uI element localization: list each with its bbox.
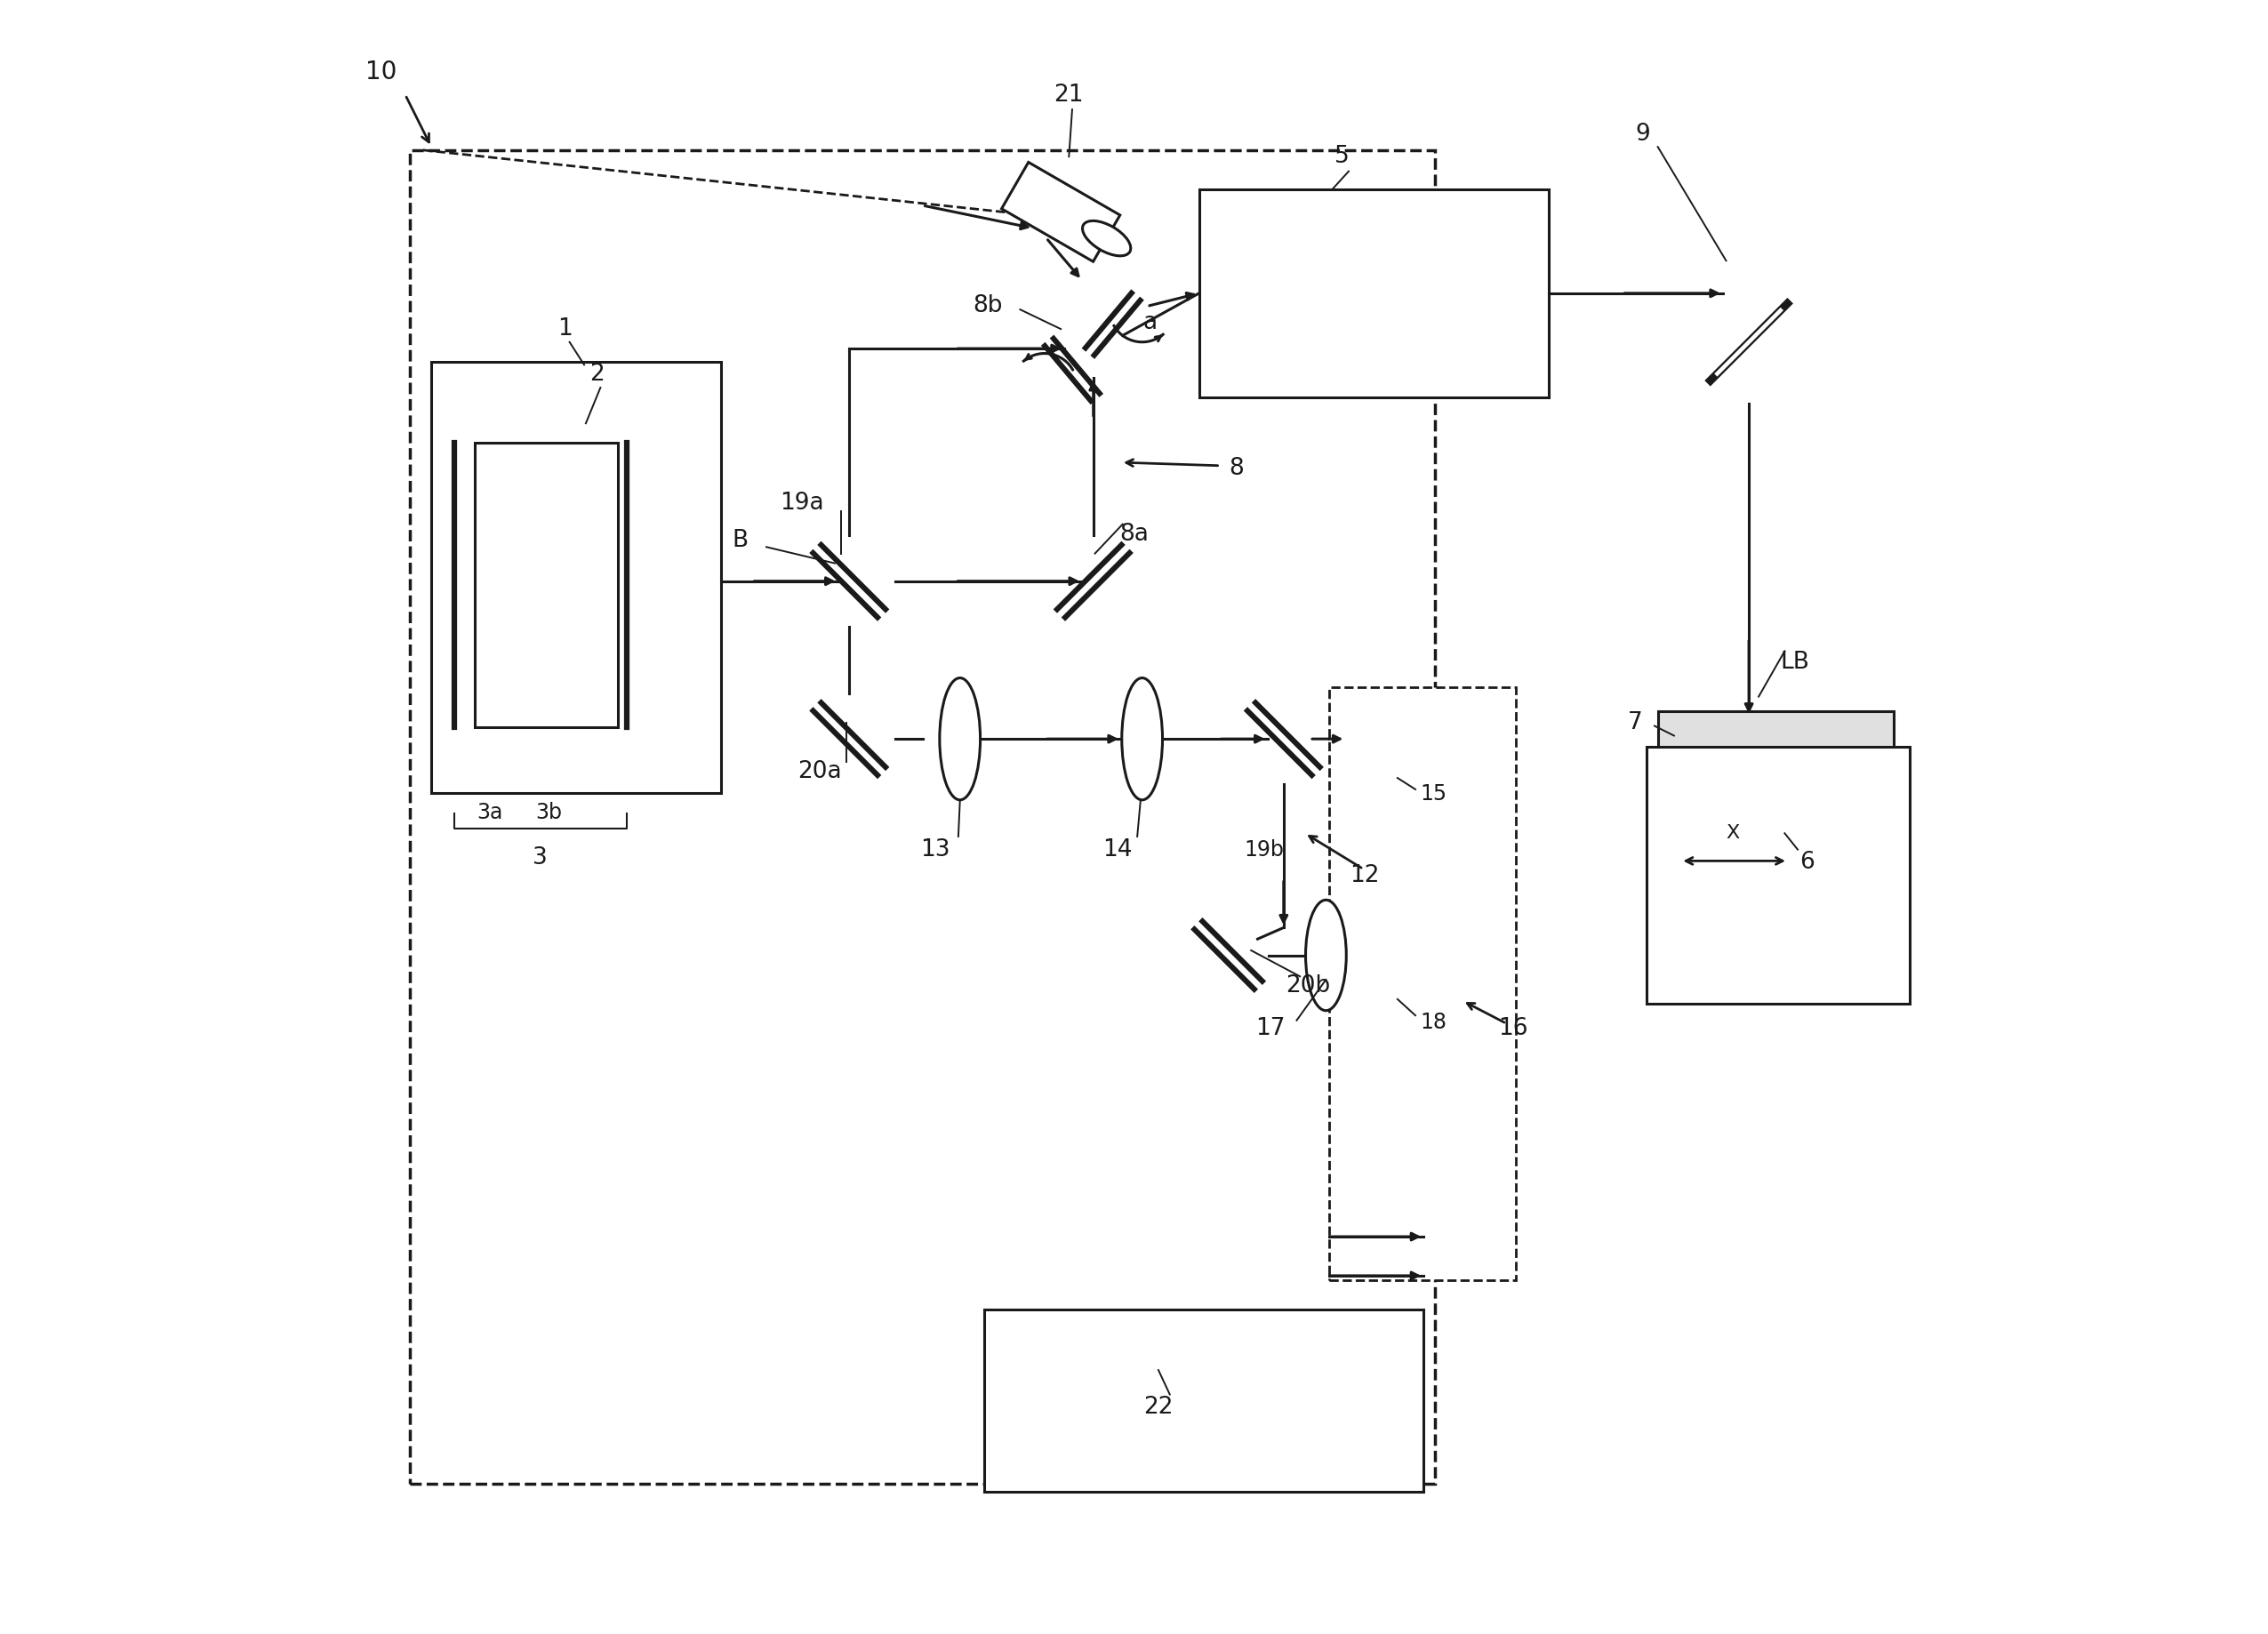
Text: 3a: 3a [476, 801, 503, 824]
Text: 19b: 19b [1245, 838, 1284, 859]
Text: 3: 3 [533, 846, 547, 869]
Text: 12: 12 [1349, 864, 1379, 887]
Bar [1345, 690, 1470, 820]
Text: 20a: 20a [798, 760, 841, 783]
Text: 15: 15 [1420, 784, 1447, 806]
Text: 9: 9 [1635, 123, 1651, 145]
Text: 3b: 3b [535, 801, 562, 824]
Text: 13: 13 [921, 838, 950, 861]
Text: LB: LB [1780, 650, 1810, 675]
Text: 2: 2 [590, 363, 606, 386]
Bar [476, 443, 619, 727]
Text: 17: 17 [1256, 1016, 1286, 1039]
Text: a: a [1143, 310, 1157, 333]
Text: 8: 8 [1229, 458, 1243, 480]
Text: 8a: 8a [1120, 523, 1148, 546]
Ellipse shape [1123, 678, 1163, 801]
Bar [1647, 747, 1910, 1003]
Text: 21: 21 [1055, 83, 1084, 106]
Ellipse shape [1082, 221, 1132, 257]
Bar [1329, 686, 1517, 1281]
Text: 18: 18 [1420, 1011, 1447, 1033]
Bar [1658, 711, 1894, 752]
Bar [984, 1310, 1424, 1492]
Text: X: X [1726, 825, 1740, 842]
Bar [431, 361, 721, 792]
Text: 14: 14 [1102, 838, 1132, 861]
Text: 16: 16 [1499, 1016, 1529, 1039]
Ellipse shape [1306, 900, 1347, 1010]
Bar [1349, 922, 1476, 1047]
Ellipse shape [939, 678, 980, 801]
Text: 20b: 20b [1286, 974, 1331, 998]
Text: 5: 5 [1336, 145, 1349, 168]
Text: 1: 1 [558, 317, 572, 340]
Text: B: B [733, 529, 748, 552]
Text: 19a: 19a [780, 492, 823, 515]
Text: 7: 7 [1628, 711, 1642, 734]
Text: 6: 6 [1801, 851, 1814, 874]
Text: 8b: 8b [973, 294, 1002, 317]
Text: 10: 10 [365, 59, 397, 85]
Text: 22: 22 [1143, 1395, 1173, 1418]
Bar [1200, 190, 1549, 397]
Polygon shape [1002, 162, 1120, 261]
Bar [411, 150, 1436, 1484]
